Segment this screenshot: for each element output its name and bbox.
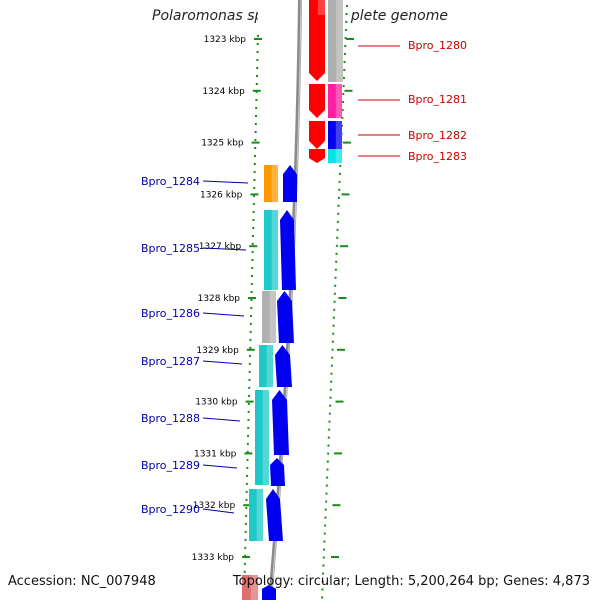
gene-arrow xyxy=(309,84,325,118)
gene-bar-bpro-1285 xyxy=(264,210,278,290)
tick-label: 1329 kbp xyxy=(196,346,239,356)
tick-label: 1326 kbp xyxy=(200,190,243,200)
label-leader xyxy=(202,464,238,469)
label-leader xyxy=(202,247,247,251)
label-leader xyxy=(202,180,249,184)
gene-bar-bpro-1290 xyxy=(249,489,263,541)
gene-label: Bpro_1282 xyxy=(408,129,467,142)
gene-label: Bpro_1281 xyxy=(408,93,467,106)
tick-label: 1331 kbp xyxy=(194,449,237,459)
tick-label: 1327 kbp xyxy=(199,242,242,252)
gene-arrow-bpro-1289 xyxy=(270,458,285,486)
gene-bar-bpro-1284 xyxy=(264,165,278,202)
gene-layer xyxy=(242,0,343,600)
gene-bar-bpro-1287 xyxy=(259,345,273,387)
gene-bar-bpro-1282 xyxy=(328,121,342,149)
label-leader xyxy=(202,312,245,317)
tick-label: 1323 kbp xyxy=(204,35,247,45)
gene-arrow-bpro-1286 xyxy=(277,291,294,343)
gene-bar-partial xyxy=(242,575,258,600)
tick-label: 1325 kbp xyxy=(201,139,244,149)
gene-bar-bpro-1288 xyxy=(255,390,269,485)
gene-label: Bpro_1290 xyxy=(141,503,200,516)
gene-label: Bpro_1286 xyxy=(141,307,200,320)
gene-arrow xyxy=(309,149,325,163)
accession-text: Accession: NC_007948 xyxy=(8,574,156,589)
gene-arrow xyxy=(309,121,325,149)
gene-arrow-bpro-1280 xyxy=(309,15,325,81)
outer-dotted-guide xyxy=(321,4,348,600)
label-leader xyxy=(202,360,243,365)
gene-label: Bpro_1289 xyxy=(141,459,200,472)
gene-bar-bpro-1280-partner xyxy=(328,0,343,82)
gene-label: Bpro_1288 xyxy=(141,412,200,425)
tick-label: 1332 kbp xyxy=(193,501,236,511)
tick-label: 1328 kbp xyxy=(198,294,241,304)
genome-summary-text: Topology: circular; Length: 5,200,264 bp… xyxy=(232,574,590,589)
gene-label: Bpro_1283 xyxy=(408,150,467,163)
label-leader xyxy=(202,417,241,422)
label-layer: Bpro_1280 Bpro_1281 Bpro_1282 Bpro_1283 Bpro… xyxy=(141,39,467,516)
gene-label: Bpro_1285 xyxy=(141,242,200,255)
gene-bar-bpro-1283 xyxy=(328,149,342,163)
gene-bar-bpro-1281 xyxy=(328,84,342,118)
gene-arrow-bpro-1285 xyxy=(280,210,296,290)
gene-arrow-bpro-1288 xyxy=(272,390,289,455)
tick-label: 1333 kbp xyxy=(192,553,235,563)
tick-label: 1330 kbp xyxy=(195,398,238,408)
gene-arrow-bpro-1284 xyxy=(283,165,297,202)
gene-arrow-bpro-1287 xyxy=(275,345,292,387)
gene-label: Bpro_1284 xyxy=(141,175,200,188)
gene-label: Bpro_1287 xyxy=(141,355,200,368)
gene-label: Bpro_1280 xyxy=(408,39,467,52)
tick-label: 1324 kbp xyxy=(202,87,245,97)
gene-arrow-partial xyxy=(262,585,276,600)
gene-bar-bpro-1286 xyxy=(262,291,276,343)
gene-arrow-bpro-1290 xyxy=(266,489,283,541)
tick-layer: 1323 kbp 1324 kbp 1325 kbp 1326 kbp 1327 kbp… xyxy=(192,35,354,563)
label-leader xyxy=(202,508,235,514)
gene-bar xyxy=(309,0,325,15)
